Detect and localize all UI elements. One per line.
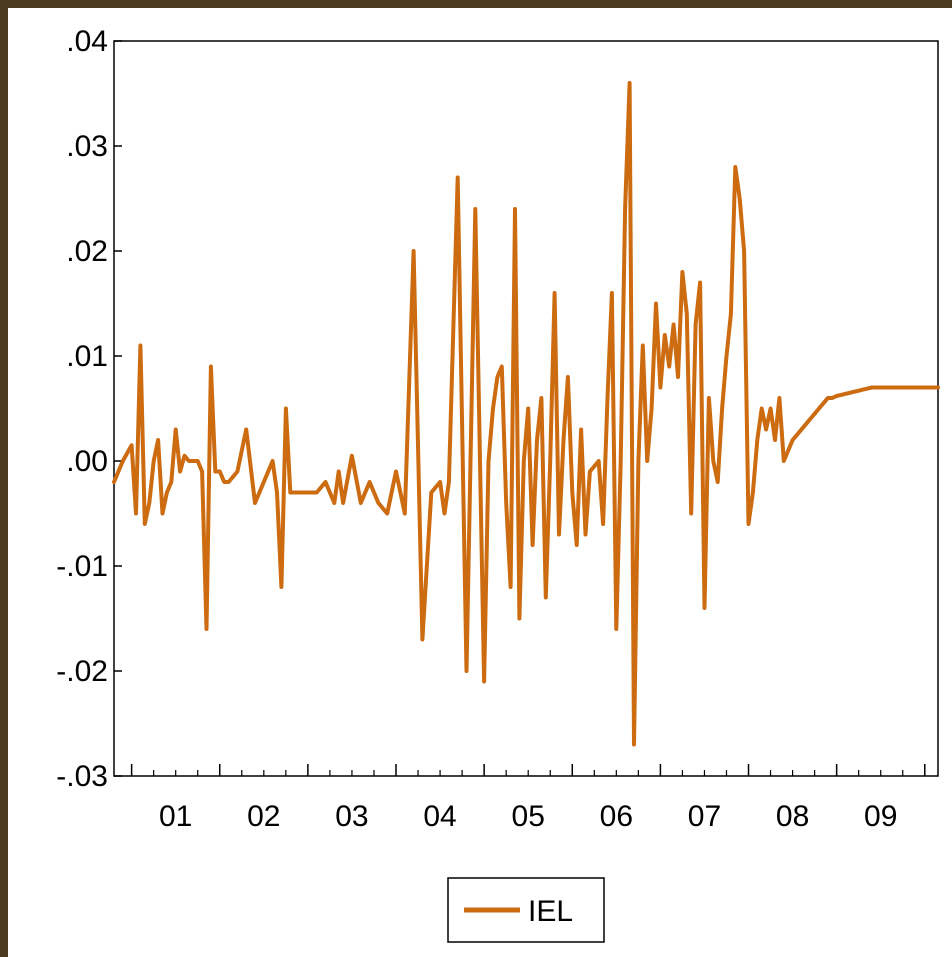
chart-frame: .04 .03 .02 .01 .00 -.01 -.02 -.03 01 02 03 04 05 06…: [8, 8, 952, 957]
x-tick-label: 02: [247, 800, 280, 833]
series-line-iel: [112, 81, 940, 747]
y-tick-label: .03: [66, 130, 108, 163]
x-tick-label: 09: [864, 800, 897, 833]
legend: IEL: [447, 877, 605, 943]
x-tick-label: 08: [776, 800, 809, 833]
line-chart: .04 .03 .02 .01 .00 -.01 -.02 -.03 01 02 03 04 05 06…: [56, 25, 940, 943]
x-axis: 01 02 03 04 05 06 07 08 09: [130, 764, 926, 833]
y-tick-label: -.03: [56, 760, 108, 793]
x-tick-label: 07: [688, 800, 721, 833]
x-tick-label: 05: [512, 800, 545, 833]
y-tick-label: -.02: [56, 655, 108, 688]
series-layer: [112, 81, 940, 747]
y-tick-label: .00: [66, 445, 108, 478]
plot-area: [113, 40, 939, 777]
y-tick-label: -.01: [56, 550, 108, 583]
y-axis: .04 .03 .02 .01 .00 -.01 -.02 -.03: [56, 25, 122, 793]
x-tick-label: 03: [335, 800, 368, 833]
y-tick-label: .02: [66, 235, 108, 268]
x-tick-label: 01: [159, 800, 192, 833]
x-tick-label: 04: [423, 800, 456, 833]
legend-label-iel: IEL: [528, 895, 573, 928]
x-tick-label: 06: [600, 800, 633, 833]
y-tick-label: .04: [66, 25, 108, 58]
y-tick-label: .01: [66, 340, 108, 373]
